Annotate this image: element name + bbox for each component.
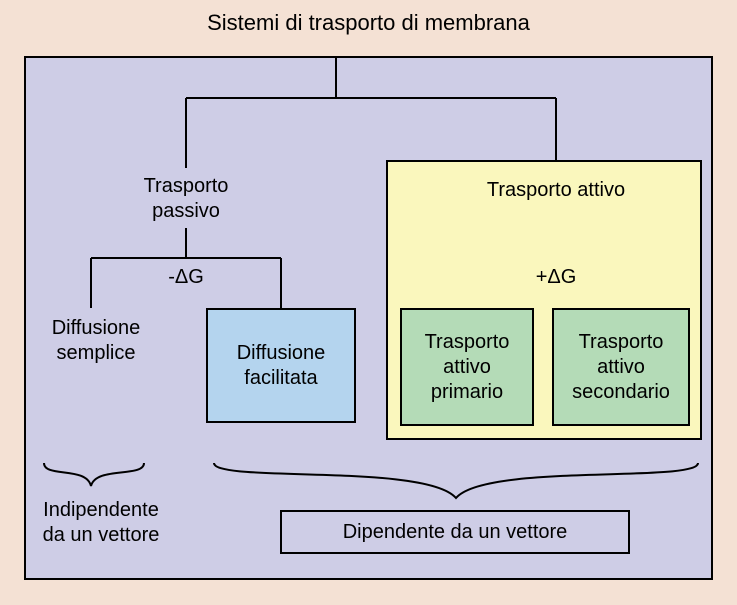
- primary-active-transport-box: Trasporto attivo primario: [400, 308, 534, 426]
- simple-diffusion-label: Diffusione semplice: [36, 316, 156, 366]
- carrier-independent-label: Indipendente da un vettore: [26, 498, 176, 548]
- passive-transport-label: Trasporto passivo: [126, 174, 246, 224]
- carrier-dependent-box: Dipendente da un vettore: [280, 510, 630, 554]
- facilitated-diffusion-box: Diffusione facilitata: [206, 308, 356, 423]
- diagram-outer: Sistemi di trasporto di membrana: [0, 0, 737, 605]
- main-panel: Trasporto passivo Trasporto attivo -ΔG +…: [24, 56, 713, 580]
- passive-delta-g: -ΔG: [156, 266, 216, 289]
- active-transport-label: Trasporto attivo: [456, 178, 656, 203]
- active-delta-g: +ΔG: [526, 266, 586, 289]
- diagram-title: Sistemi di trasporto di membrana: [0, 10, 737, 36]
- secondary-active-transport-box: Trasporto attivo secondario: [552, 308, 690, 426]
